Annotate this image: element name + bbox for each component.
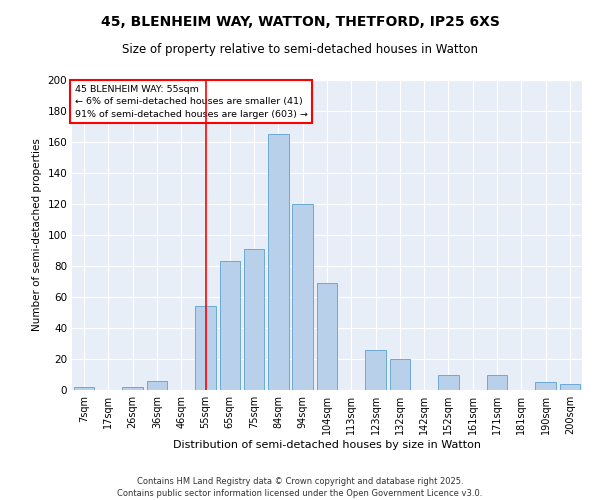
Bar <box>487 374 508 390</box>
Bar <box>268 134 289 390</box>
Bar <box>244 249 265 390</box>
Bar <box>389 359 410 390</box>
Text: 45 BLENHEIM WAY: 55sqm
← 6% of semi-detached houses are smaller (41)
91% of semi: 45 BLENHEIM WAY: 55sqm ← 6% of semi-deta… <box>74 84 307 118</box>
Bar <box>317 283 337 390</box>
Bar <box>438 374 459 390</box>
Bar <box>220 262 240 390</box>
X-axis label: Distribution of semi-detached houses by size in Watton: Distribution of semi-detached houses by … <box>173 440 481 450</box>
Bar <box>535 382 556 390</box>
Bar <box>74 387 94 390</box>
Bar <box>292 204 313 390</box>
Text: 45, BLENHEIM WAY, WATTON, THETFORD, IP25 6XS: 45, BLENHEIM WAY, WATTON, THETFORD, IP25… <box>101 15 499 29</box>
Y-axis label: Number of semi-detached properties: Number of semi-detached properties <box>32 138 42 332</box>
Text: Size of property relative to semi-detached houses in Watton: Size of property relative to semi-detach… <box>122 42 478 56</box>
Text: Contains HM Land Registry data © Crown copyright and database right 2025.
Contai: Contains HM Land Registry data © Crown c… <box>118 476 482 498</box>
Bar <box>195 306 216 390</box>
Bar <box>560 384 580 390</box>
Bar <box>122 387 143 390</box>
Bar <box>146 380 167 390</box>
Bar <box>365 350 386 390</box>
